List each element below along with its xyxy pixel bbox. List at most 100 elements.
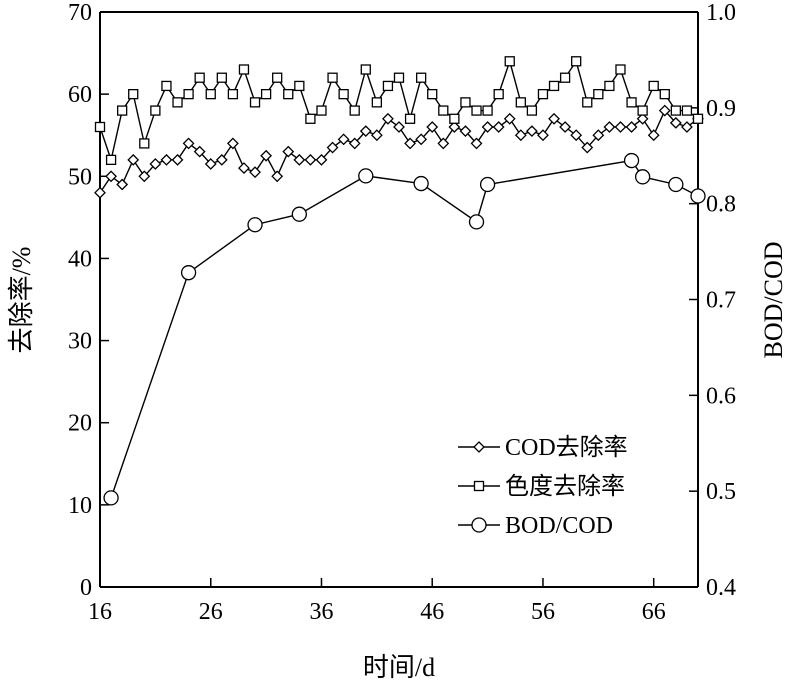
- y2-tick-label: 0.8: [706, 192, 736, 218]
- data-point: [668, 176, 684, 193]
- data-point: [283, 88, 294, 100]
- data-point: [648, 80, 659, 92]
- data-point: [204, 158, 217, 170]
- data-point: [238, 162, 250, 174]
- data-point: [182, 137, 195, 150]
- data-point: [647, 129, 660, 142]
- y-tick-label: 20: [68, 411, 92, 437]
- data-point: [634, 169, 651, 185]
- data-point: [481, 121, 494, 133]
- data-point: [592, 129, 605, 142]
- y2-tick-label: 0.9: [706, 96, 736, 122]
- data-point: [180, 265, 197, 281]
- data-point: [316, 105, 327, 116]
- data-point: [282, 145, 295, 158]
- data-point: [692, 113, 704, 124]
- data-point: [470, 137, 483, 150]
- data-point: [116, 105, 128, 116]
- data-point: [415, 72, 427, 83]
- data-point: [116, 178, 129, 191]
- data-point: [249, 166, 261, 179]
- data-point: [559, 72, 571, 83]
- data-point: [393, 121, 405, 133]
- data-point: [382, 112, 394, 125]
- data-point: [327, 72, 338, 83]
- data-point: [479, 176, 496, 193]
- data-point: [625, 121, 638, 133]
- data-point: [128, 88, 139, 100]
- data-point: [249, 97, 261, 108]
- data-point: [459, 125, 472, 138]
- x-axis-title: 时间/d: [363, 653, 435, 682]
- data-point: [449, 113, 460, 124]
- data-point: [338, 88, 349, 100]
- data-point: [305, 113, 316, 124]
- data-point: [358, 168, 374, 184]
- y-tick-label: 70: [68, 0, 92, 26]
- data-point: [582, 97, 593, 108]
- data-point: [426, 121, 439, 133]
- data-point: [473, 441, 485, 453]
- data-point: [404, 137, 416, 150]
- data-point: [492, 121, 505, 133]
- data-point: [370, 129, 383, 142]
- data-point: [105, 154, 117, 166]
- data-point: [315, 153, 328, 166]
- data-point: [291, 206, 307, 222]
- data-point: [593, 88, 604, 100]
- data-point: [161, 80, 172, 92]
- data-point: [348, 137, 361, 150]
- data-point: [127, 153, 140, 166]
- data-point: [271, 170, 284, 183]
- data-point: [626, 97, 637, 108]
- data-point: [371, 97, 383, 108]
- data-point: [337, 133, 350, 146]
- data-point: [226, 137, 239, 150]
- data-point: [623, 152, 640, 169]
- data-point: [471, 105, 482, 116]
- data-point: [160, 153, 173, 166]
- data-point: [468, 214, 485, 230]
- data-point: [349, 105, 360, 116]
- y-tick-label: 40: [68, 246, 92, 272]
- data-point: [503, 112, 516, 125]
- x-tick-label: 56: [531, 599, 555, 625]
- data-point: [537, 88, 549, 100]
- data-point: [260, 88, 272, 100]
- x-tick-label: 66: [642, 599, 666, 625]
- data-point: [637, 105, 648, 116]
- data-point: [548, 80, 560, 92]
- data-point: [471, 517, 487, 533]
- y-tick-label: 10: [68, 493, 92, 519]
- data-point: [393, 72, 405, 83]
- series-3: [103, 152, 706, 506]
- data-point: [382, 80, 394, 92]
- legend-label: 色度去除率: [505, 473, 625, 500]
- data-point: [194, 72, 205, 83]
- data-point: [515, 97, 526, 108]
- data-point: [272, 72, 283, 83]
- y2-tick-label: 0.4: [706, 575, 736, 601]
- data-point: [260, 149, 273, 162]
- legend-item: BOD/COD: [458, 513, 613, 539]
- data-point: [603, 121, 616, 133]
- data-point: [438, 105, 449, 116]
- data-point: [504, 56, 515, 67]
- data-point: [138, 170, 151, 183]
- data-point: [448, 121, 461, 133]
- data-point: [636, 112, 649, 125]
- data-point: [614, 121, 627, 133]
- x-tick-label: 26: [199, 599, 223, 625]
- data-point: [460, 97, 471, 108]
- data-point: [294, 80, 305, 92]
- data-point: [615, 64, 626, 75]
- x-tick-label: 36: [309, 599, 333, 625]
- data-point: [215, 153, 228, 166]
- data-point: [581, 141, 594, 154]
- data-point: [227, 88, 239, 100]
- data-point: [548, 112, 560, 125]
- data-point: [473, 480, 485, 492]
- series-2: [94, 56, 704, 166]
- y-tick-label: 50: [68, 164, 92, 190]
